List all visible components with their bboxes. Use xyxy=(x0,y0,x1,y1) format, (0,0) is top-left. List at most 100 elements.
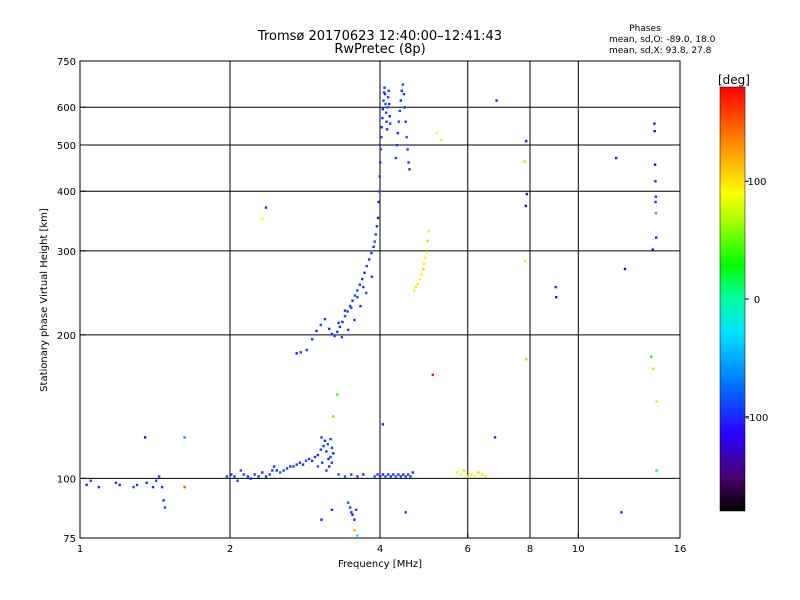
data-point xyxy=(246,475,250,478)
data-point xyxy=(654,195,658,198)
data-point xyxy=(350,473,353,476)
data-point xyxy=(376,216,380,220)
data-point xyxy=(655,236,658,239)
data-point xyxy=(353,294,357,297)
y-axis-ticks: 75 100 200 300 400 500 600 750 xyxy=(57,57,86,545)
data-point xyxy=(361,277,364,281)
y-tick-label: 400 xyxy=(57,187,76,198)
data-point xyxy=(236,479,239,482)
data-point xyxy=(353,318,356,322)
data-point xyxy=(427,230,430,233)
data-point xyxy=(379,148,382,151)
data-point xyxy=(426,239,429,243)
x-tick-label: 1 xyxy=(77,544,83,555)
data-point xyxy=(400,89,403,92)
data-point xyxy=(655,400,658,403)
data-point xyxy=(397,473,400,476)
data-point xyxy=(399,475,402,478)
data-point xyxy=(473,475,477,478)
colorbar xyxy=(719,86,746,512)
data-point xyxy=(307,457,311,461)
grid-lines xyxy=(80,61,680,538)
y-axis-label: Stationary phase Virtual Height [km] xyxy=(39,208,50,392)
data-point xyxy=(323,317,327,321)
data-point xyxy=(145,481,148,484)
data-point xyxy=(425,251,428,254)
x-tick-label: 16 xyxy=(674,544,687,555)
data-point xyxy=(383,86,386,89)
data-point xyxy=(377,190,381,193)
data-point xyxy=(319,323,322,327)
data-point xyxy=(163,506,167,509)
data-point xyxy=(402,92,405,96)
data-point xyxy=(304,459,308,462)
data-point xyxy=(257,475,260,478)
x-tick-label: 2 xyxy=(227,544,233,555)
data-point xyxy=(85,483,88,487)
data-point xyxy=(399,99,402,102)
data-point xyxy=(353,528,356,532)
data-point xyxy=(525,192,529,196)
data-point xyxy=(524,259,527,263)
data-point xyxy=(249,477,252,480)
data-point xyxy=(325,469,328,472)
data-point xyxy=(330,332,334,336)
y-tick-label: 600 xyxy=(57,103,76,114)
data-point xyxy=(239,469,242,472)
data-point xyxy=(322,444,325,448)
data-point xyxy=(356,289,359,292)
data-point xyxy=(325,450,328,453)
data-point xyxy=(295,463,298,466)
data-point xyxy=(653,130,656,133)
data-point xyxy=(378,175,381,178)
data-point xyxy=(422,262,426,265)
data-point xyxy=(298,461,302,464)
data-point xyxy=(373,240,376,243)
data-point xyxy=(279,471,282,474)
data-point xyxy=(323,439,327,442)
data-point xyxy=(320,436,323,439)
data-point xyxy=(320,518,323,521)
data-point xyxy=(406,148,409,151)
data-point xyxy=(413,289,416,292)
data-point xyxy=(347,328,350,332)
data-point xyxy=(414,285,418,289)
data-point xyxy=(382,99,385,102)
y-tick-label: 300 xyxy=(57,247,76,258)
colorbar-label: [deg] xyxy=(718,73,750,87)
data-point xyxy=(289,465,292,468)
data-point xyxy=(264,206,268,209)
data-point xyxy=(242,473,245,476)
data-point xyxy=(362,473,365,476)
data-point xyxy=(338,325,342,329)
data-point xyxy=(157,475,161,478)
data-point xyxy=(396,131,400,135)
data-point xyxy=(350,511,353,514)
data-point xyxy=(268,473,271,476)
data-point xyxy=(383,92,387,96)
data-point xyxy=(355,508,358,511)
data-point xyxy=(356,475,359,478)
data-point xyxy=(328,465,331,468)
data-point xyxy=(653,163,657,166)
phases-x-stats: mean, sd,X: 93.8, 27.8 xyxy=(609,46,712,56)
data-point xyxy=(484,475,487,478)
data-point xyxy=(374,233,377,236)
data-point xyxy=(362,285,365,289)
data-point xyxy=(135,483,139,487)
chart-title: Tromsø 20170623 12:40:00–12:41:43 xyxy=(257,29,502,44)
x-axis-label: Frequency [MHz] xyxy=(338,559,422,570)
data-point xyxy=(477,471,480,474)
data-point xyxy=(162,499,165,502)
data-point xyxy=(654,200,657,204)
data-point xyxy=(459,473,462,476)
data-point xyxy=(375,225,379,228)
data-point xyxy=(555,296,558,299)
data-point xyxy=(305,348,308,352)
data-point xyxy=(379,161,382,164)
data-point xyxy=(376,473,379,476)
data-point xyxy=(347,501,350,504)
data-point xyxy=(275,469,278,472)
data-point xyxy=(495,99,498,102)
